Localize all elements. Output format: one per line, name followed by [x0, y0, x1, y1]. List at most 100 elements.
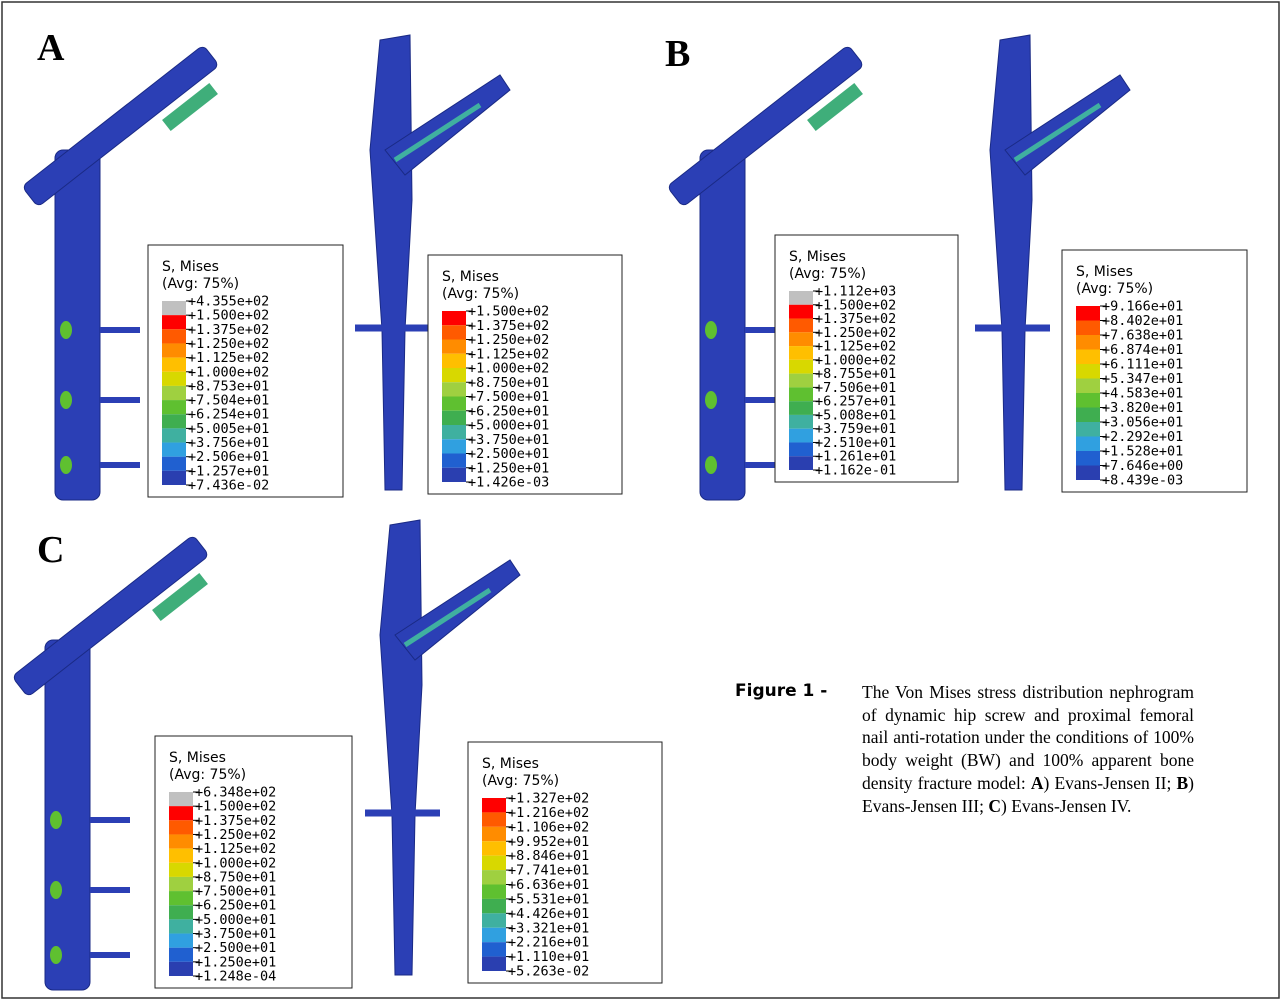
legend-swatch	[482, 798, 506, 813]
legend-value: +6.250e+01	[195, 898, 276, 914]
legend-value: +1.426e-03	[468, 475, 549, 491]
panel-label: C	[37, 529, 64, 571]
legend-swatch	[169, 862, 193, 877]
legend-title: S, Mises	[162, 259, 219, 275]
legend-value: +7.646e+00	[1102, 458, 1183, 474]
legend-value: +1.528e+01	[1102, 444, 1183, 460]
legend-swatch	[789, 387, 813, 402]
legend-value: +3.321e+01	[508, 920, 589, 936]
legend-swatch	[1076, 320, 1100, 335]
legend-value: +9.166e+01	[1102, 299, 1183, 315]
legend-swatch	[482, 826, 506, 842]
legend-value: +8.846e+01	[508, 848, 589, 864]
legend-swatch	[789, 456, 813, 470]
legend-value: +1.261e+01	[815, 449, 896, 465]
legend-swatch	[169, 848, 193, 863]
legend-swatch	[162, 343, 186, 358]
legend-value: +2.292e+01	[1102, 429, 1183, 445]
legend-swatch	[482, 841, 506, 856]
legend-swatch	[789, 428, 813, 443]
legend-swatch	[169, 919, 193, 934]
caption-part: B	[1176, 772, 1189, 793]
legend-swatch	[482, 956, 506, 971]
caption-part: ) Evans-Jensen III;	[862, 772, 1194, 816]
legend-value: +1.375e+02	[195, 813, 276, 829]
caption-part: C	[988, 795, 1001, 816]
legend-value: +3.759e+01	[815, 421, 896, 437]
legend-swatch	[789, 332, 813, 347]
legend-swatch	[482, 942, 506, 957]
legend-swatch	[789, 401, 813, 415]
legend-swatch	[442, 382, 466, 397]
legend-subtitle: (Avg: 75%)	[482, 773, 559, 789]
legend-swatch	[162, 428, 186, 443]
legend-swatch	[482, 812, 506, 827]
legend-value: +8.402e+01	[1102, 313, 1183, 329]
legend-value: +5.000e+01	[195, 912, 276, 928]
legend-swatch	[169, 891, 193, 906]
legend-swatch	[482, 870, 506, 885]
legend-value: +2.510e+01	[815, 435, 896, 451]
legend-value: +7.436e-02	[188, 478, 269, 494]
legend-subtitle: (Avg: 75%)	[442, 286, 519, 302]
legend-value: +1.000e+02	[468, 361, 549, 377]
legend-title: S, Mises	[169, 750, 226, 766]
legend-value: +1.250e+02	[195, 827, 276, 843]
legend-swatch	[162, 315, 186, 330]
legend-value: +1.250e+01	[468, 460, 549, 476]
legend-swatch	[1076, 306, 1100, 321]
legend-value: +7.741e+01	[508, 863, 589, 879]
legend-swatch	[789, 291, 813, 305]
legend-swatch	[1076, 393, 1100, 408]
legend-swatch	[442, 467, 466, 482]
legend-subtitle: (Avg: 75%)	[162, 276, 239, 292]
legend-swatch	[162, 400, 186, 415]
legend-swatch	[169, 947, 193, 962]
legend-swatch	[482, 927, 506, 943]
legend-swatch	[162, 442, 186, 457]
legend-swatch	[1076, 422, 1100, 437]
legend-swatch	[442, 311, 466, 326]
caption-part: A	[1030, 772, 1044, 793]
legend-value: +4.355e+02	[188, 294, 269, 310]
legend-value: +1.000e+02	[188, 364, 269, 380]
legend-swatch	[442, 339, 466, 354]
legend-swatch	[162, 470, 186, 485]
legend-swatch	[169, 834, 193, 849]
legend-swatch	[169, 933, 193, 948]
legend-value: +2.216e+01	[508, 935, 589, 951]
legend-value: +1.250e+02	[468, 332, 549, 348]
legend-title: S, Mises	[442, 269, 499, 285]
legend-swatch	[169, 961, 193, 976]
legend-value: +1.500e+02	[188, 308, 269, 324]
legend-value: +1.500e+02	[195, 799, 276, 815]
legend-value: +6.111e+01	[1102, 357, 1183, 373]
legend-value: +1.110e+01	[508, 949, 589, 965]
legend-swatch	[442, 410, 466, 425]
legend-value: +1.216e+02	[508, 805, 589, 821]
legend-value: +1.327e+02	[508, 791, 589, 807]
legend-value: +7.500e+01	[468, 389, 549, 405]
legend-value: +8.753e+01	[188, 378, 269, 394]
legend-value: +5.000e+01	[468, 418, 549, 434]
legend-swatch	[162, 301, 186, 316]
legend-value: +1.112e+03	[815, 284, 896, 300]
legend-value: +5.347e+01	[1102, 371, 1183, 387]
legend-value: +1.375e+02	[468, 318, 549, 334]
legend-swatch	[162, 329, 186, 344]
legend-value: +1.125e+02	[815, 339, 896, 355]
legend-swatch	[442, 425, 466, 440]
legend-swatch	[442, 453, 466, 468]
legend-swatch	[1076, 364, 1100, 379]
legend-value: +1.375e+02	[188, 322, 269, 338]
legend-value: +7.638e+01	[1102, 328, 1183, 344]
legend-value: +3.820e+01	[1102, 400, 1183, 416]
caption-part: ) Evans-Jensen II;	[1043, 772, 1177, 793]
legend-swatch	[1076, 378, 1100, 393]
legend-value: +6.636e+01	[508, 877, 589, 893]
legend-value: +1.375e+02	[815, 311, 896, 327]
legend-value: +5.263e-02	[508, 964, 589, 980]
legend-value: +2.500e+01	[195, 940, 276, 956]
